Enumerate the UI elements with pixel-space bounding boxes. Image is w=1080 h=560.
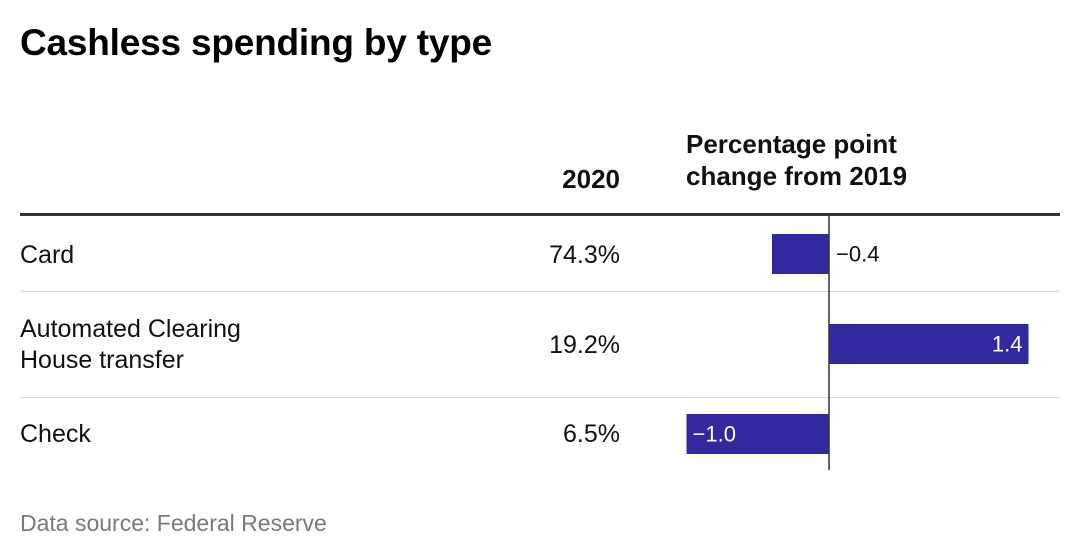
row-value-card: 74.3% [549,241,620,269]
column-header-change-line2: change from 2019 [686,161,908,191]
chart-title: Cashless spending by type [20,22,493,63]
row-label-ach-line2: House transfer [20,346,184,374]
row-label-ach-line1: Automated Clearing [20,315,241,343]
row-label-card: Card [20,241,75,269]
column-header-change-line1: Percentage point [686,129,897,159]
change-data-label: −1.0 [693,422,736,447]
row-value-ach: 19.2% [549,331,620,359]
column-header-2020: 2020 [562,164,620,194]
row-divider [20,397,1060,398]
row-divider [20,291,1060,292]
change-bar [829,324,1029,364]
row-value-check: 6.5% [563,420,620,448]
change-data-label: −0.4 [836,242,879,267]
data-source: Data source: Federal Reserve [20,510,327,536]
column-header-change: Percentage point change from 2019 [686,128,1046,192]
row-label-check: Check [20,420,91,448]
change-data-label: 1.4 [992,332,1023,357]
row-label-ach: Automated Clearing House transfer [20,314,241,376]
header-rule [20,213,1060,216]
change-bar [772,234,829,274]
change-bar [686,414,829,454]
